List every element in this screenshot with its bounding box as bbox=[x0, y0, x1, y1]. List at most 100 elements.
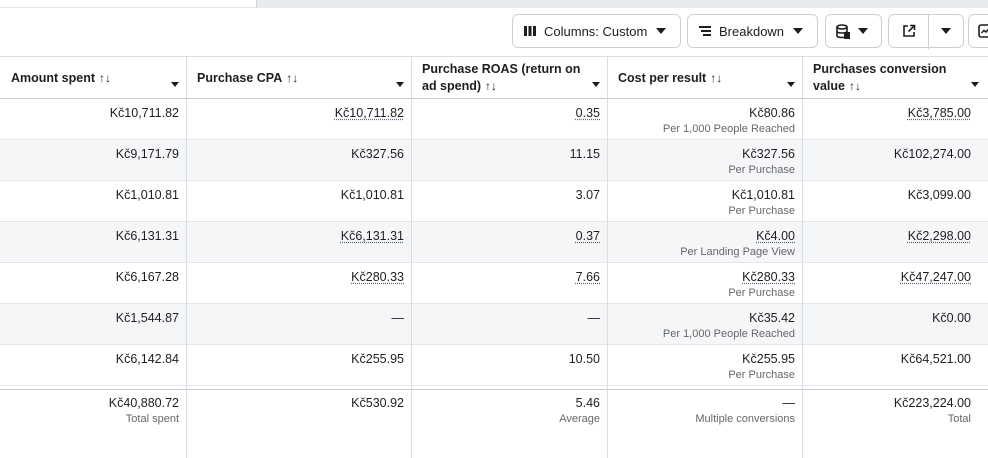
purchase-cpa-cell: — bbox=[391, 311, 405, 325]
sort-icon[interactable]: ↑↓ bbox=[848, 79, 861, 93]
conversion-value-cell: Kč47,247.00 bbox=[802, 263, 978, 304]
column-divider[interactable] bbox=[802, 56, 803, 458]
sort-icon[interactable]: ↑↓ bbox=[286, 70, 299, 85]
header-label: Amount spent bbox=[11, 70, 96, 85]
header-label: Purchases conversion value ↑↓ bbox=[813, 61, 964, 95]
header-purchase-cpa[interactable]: Purchase CPA ↑↓ bbox=[186, 57, 411, 99]
total-label: Total bbox=[947, 413, 971, 425]
chevron-down-icon[interactable] bbox=[396, 75, 404, 92]
cost-per-result-value[interactable]: Kč4.00 bbox=[756, 229, 795, 243]
result-type: Per 1,000 People Reached bbox=[662, 328, 795, 340]
export-dropdown[interactable] bbox=[928, 15, 963, 47]
header-label: Purchase ROAS (return on ad spend) ↑↓ bbox=[422, 61, 585, 95]
cost-per-result-value: Kč35.42 bbox=[749, 311, 795, 325]
conversion-value-cell: Kč3,099.00 bbox=[907, 188, 971, 202]
cost-per-result-value: Kč80.86 bbox=[749, 106, 795, 120]
amount-spent-cell: Kč1,010.81 bbox=[115, 188, 179, 202]
sort-icon[interactable]: ↑↓ bbox=[99, 70, 112, 85]
chevron-down-icon bbox=[793, 28, 804, 34]
columns-button[interactable]: Columns: Custom bbox=[512, 14, 681, 48]
table-row[interactable]: Kč6,167.28 Kč280.33 7.66 Kč280.33 Per Pur… bbox=[0, 263, 988, 304]
table-row[interactable]: Kč9,171.79 Kč327.56 11.15 Kč327.56 Per Pu… bbox=[0, 140, 988, 181]
total-label: Average bbox=[559, 413, 600, 425]
purchase-roas-cell: 0.37 bbox=[411, 222, 607, 263]
chevron-down-icon[interactable] bbox=[971, 75, 979, 92]
amount-spent-cell: Kč6,131.31 bbox=[115, 229, 179, 243]
totals-row: Kč40,880.72 Total spent Kč530.92 5.46 Aver… bbox=[0, 389, 988, 455]
chevron-down-icon[interactable] bbox=[592, 75, 600, 92]
total-value: Kč40,880.72 bbox=[108, 396, 179, 410]
purchase-roas-value[interactable]: 0.35 bbox=[575, 106, 600, 120]
cost-per-result-value[interactable]: Kč280.33 bbox=[742, 270, 795, 284]
purchase-cpa-value[interactable]: Kč10,711.82 bbox=[334, 106, 404, 120]
purchase-cpa-value[interactable]: Kč6,131.31 bbox=[340, 229, 404, 243]
conversion-value-cell: Kč64,521.00 bbox=[900, 352, 971, 366]
purchase-roas-value[interactable]: 0.37 bbox=[575, 229, 600, 243]
conversion-value[interactable]: Kč47,247.00 bbox=[900, 270, 971, 284]
column-divider[interactable] bbox=[411, 56, 412, 458]
column-divider[interactable] bbox=[607, 56, 608, 458]
total-cost-per-result: — Multiple conversions bbox=[607, 390, 802, 456]
purchase-roas-cell: — bbox=[587, 311, 601, 325]
conversion-value-cell: Kč0.00 bbox=[932, 311, 971, 325]
table-toolbar: Columns: Custom Breakdown bbox=[0, 14, 988, 50]
amount-spent-cell: Kč10,711.82 bbox=[109, 106, 179, 120]
header-cost-per-result[interactable]: Cost per result ↑↓ bbox=[607, 57, 802, 99]
table-row[interactable]: Kč1,544.87 — — Kč35.42 Per 1,000 People R… bbox=[0, 304, 988, 345]
purchase-roas-cell: 7.66 bbox=[411, 263, 607, 304]
table-row[interactable]: Kč1,010.81 Kč1,010.81 3.07 Kč1,010.81 Per… bbox=[0, 181, 988, 222]
total-label: Total spent bbox=[125, 413, 179, 425]
purchase-cpa-value[interactable]: Kč280.33 bbox=[351, 270, 404, 284]
top-strip-left bbox=[0, 0, 256, 8]
column-divider[interactable] bbox=[186, 56, 187, 458]
export-button[interactable] bbox=[889, 15, 928, 47]
reports-icon bbox=[836, 23, 850, 39]
export-icon bbox=[902, 24, 916, 38]
total-value: Kč530.92 bbox=[351, 396, 404, 410]
header-purchase-roas[interactable]: Purchase ROAS (return on ad spend) ↑↓ bbox=[411, 57, 607, 99]
conversion-value-cell: Kč2,298.00 bbox=[802, 222, 978, 263]
total-purchase-roas: 5.46 Average bbox=[411, 390, 607, 456]
cost-per-result-value: Kč1,010.81 bbox=[731, 188, 795, 202]
conversion-value[interactable]: Kč2,298.00 bbox=[907, 229, 971, 243]
purchase-roas-cell: 0.35 bbox=[411, 99, 607, 140]
purchase-roas-cell: 10.50 bbox=[568, 352, 600, 366]
cost-per-result-cell: Kč255.95 Per Purchase bbox=[607, 345, 802, 386]
breakdown-label: Breakdown bbox=[719, 23, 785, 39]
header-purchases-conversion-value[interactable]: Purchases conversion value ↑↓ bbox=[802, 57, 986, 99]
purchase-roas-value[interactable]: 7.66 bbox=[575, 270, 600, 284]
result-type: Per Purchase bbox=[728, 205, 795, 217]
amount-spent-cell: Kč1,544.87 bbox=[115, 311, 179, 325]
table-row[interactable]: Kč6,142.84 Kč255.95 10.50 Kč255.95 Per Pu… bbox=[0, 345, 988, 386]
top-strip bbox=[0, 0, 988, 8]
table-header: Amount spent ↑↓ Purchase CPA ↑↓ Purchase… bbox=[0, 56, 988, 99]
table-row[interactable]: Kč10,711.82 Kč10,711.82 0.35 Kč80.86 Per … bbox=[0, 99, 988, 140]
cost-per-result-cell: Kč327.56 Per Purchase bbox=[607, 140, 802, 181]
sort-icon[interactable]: ↑↓ bbox=[710, 70, 723, 85]
export-split-button bbox=[888, 14, 964, 49]
conversion-value[interactable]: Kč3,785.00 bbox=[907, 106, 971, 120]
header-amount-spent[interactable]: Amount spent ↑↓ bbox=[0, 57, 186, 99]
reports-button[interactable] bbox=[825, 14, 882, 48]
total-amount-spent: Kč40,880.72 Total spent bbox=[0, 390, 186, 456]
result-type: Per Landing Page View bbox=[680, 246, 795, 258]
chevron-down-icon bbox=[656, 28, 667, 34]
cost-per-result-cell: Kč80.86 Per 1,000 People Reached bbox=[607, 99, 802, 140]
purchase-cpa-cell: Kč10,711.82 bbox=[186, 99, 411, 140]
columns-label: Columns: Custom bbox=[544, 23, 648, 39]
top-strip-right bbox=[256, 0, 988, 8]
header-label-text: Purchase ROAS (return on ad spend) bbox=[422, 62, 581, 93]
chart-button[interactable] bbox=[968, 14, 988, 48]
divider bbox=[928, 15, 929, 49]
total-label: Multiple conversions bbox=[695, 413, 795, 425]
total-value: Kč223,224.00 bbox=[893, 396, 971, 410]
amount-spent-cell: Kč9,171.79 bbox=[115, 147, 179, 161]
header-label: Cost per result bbox=[618, 70, 707, 85]
chevron-down-icon[interactable] bbox=[171, 75, 179, 92]
sort-icon[interactable]: ↑↓ bbox=[485, 79, 498, 93]
breakdown-button[interactable]: Breakdown bbox=[687, 14, 818, 48]
table-row[interactable]: Kč6,131.31 Kč6,131.31 0.37 Kč4.00 Per Lan… bbox=[0, 222, 988, 263]
total-purchase-cpa: Kč530.92 bbox=[186, 390, 411, 456]
chevron-down-icon[interactable] bbox=[787, 75, 795, 92]
purchase-cpa-cell: Kč280.33 bbox=[186, 263, 411, 304]
